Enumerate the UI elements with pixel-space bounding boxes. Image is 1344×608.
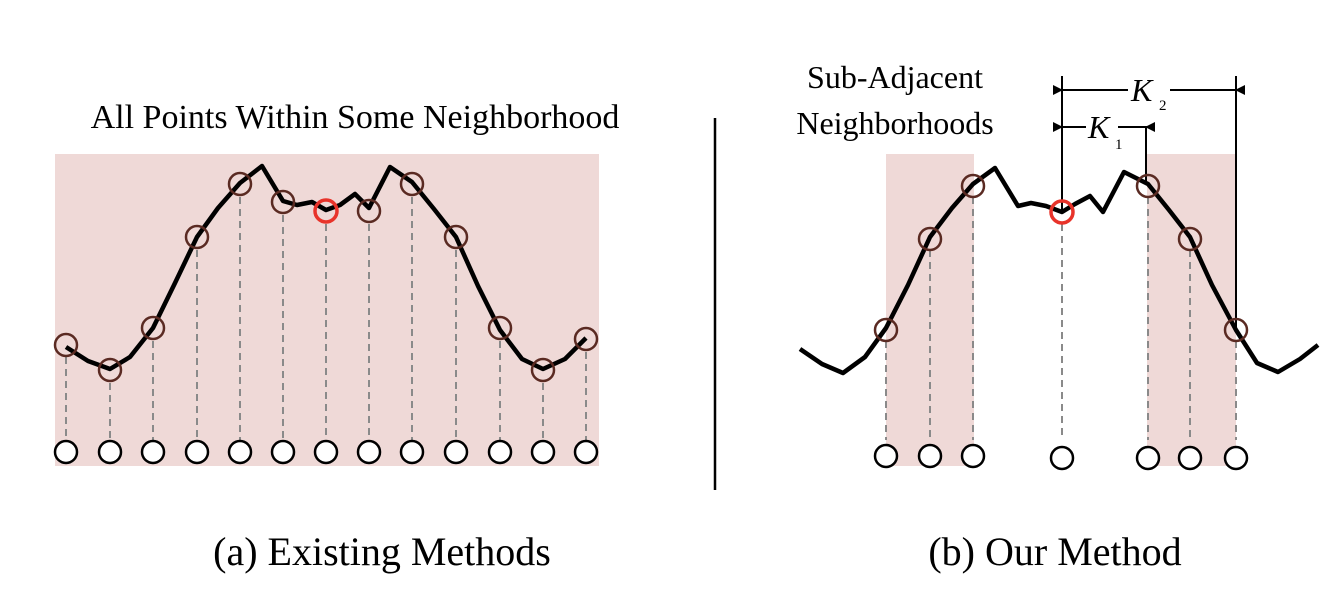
panel-a-title: All Points Within Some Neighborhood [91,99,620,136]
panel-b-focus-point [1049,199,1075,225]
panel-a-caption: (a) Existing Methods [213,529,551,574]
panel-a: All Points Within Some Neighborhood [53,99,620,574]
k1-subscript: 1 [1115,137,1123,153]
panel-b-title-line2: Neighborhoods [796,105,993,141]
k2-label: K [1130,72,1154,108]
panel-a-bottom-points [53,439,599,465]
panel-a-curve [64,163,588,372]
panel-a-curve-markers [53,171,599,383]
panel-b-curve [798,165,1320,376]
k1-arrow: K 1 [1053,109,1155,153]
panel-b: Sub-Adjacent Neighborhoods K 2 K 1 [796,59,1320,574]
panel-b-bottom-points [873,443,1249,471]
panel-a-focus-point [313,198,339,224]
k1-label: K [1087,109,1111,145]
k2-arrow: K 2 [1053,72,1245,114]
panel-b-curve-markers [873,173,1249,343]
panel-b-title-line1: Sub-Adjacent [807,59,983,95]
panel-b-shade-right [1147,154,1236,466]
panel-a-dashed-lines [65,197,587,440]
k2-subscript: 2 [1159,98,1167,114]
panel-b-dashed-lines [885,197,1237,440]
panel-b-caption: (b) Our Method [928,529,1181,574]
